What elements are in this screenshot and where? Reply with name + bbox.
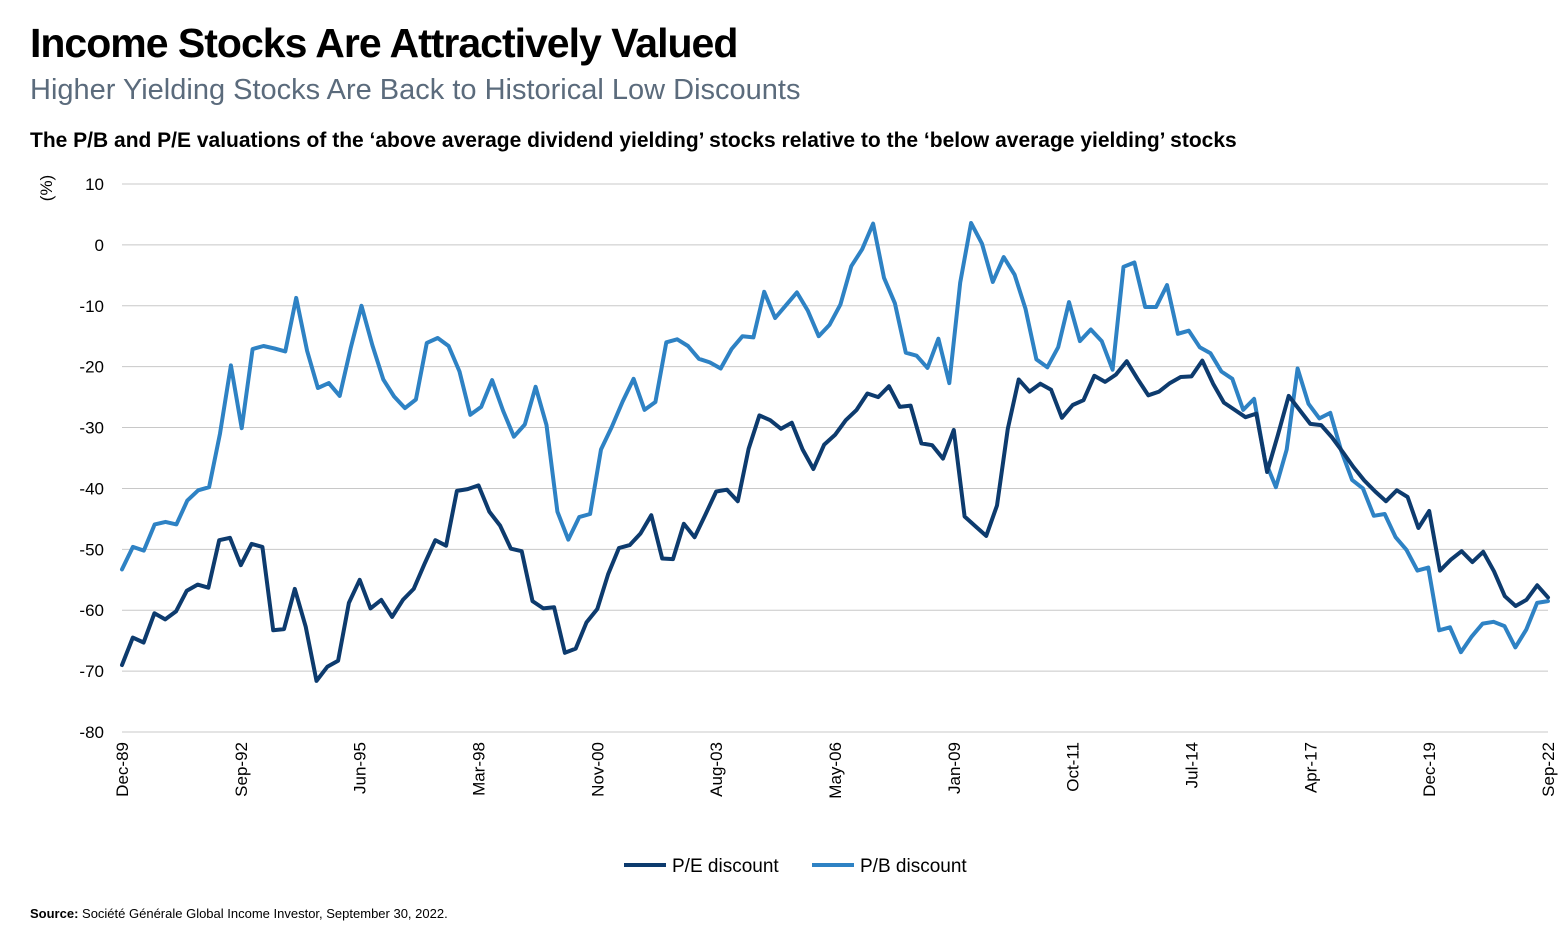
y-tick-label: -80 [79, 723, 104, 742]
x-tick-label: Jan-09 [945, 742, 964, 794]
series-line-pe-discount [120, 358, 1550, 683]
source-note: Source: Société Générale Global Income I… [30, 906, 448, 922]
y-tick-label: -50 [79, 540, 104, 559]
x-axis-ticks: Dec-89 Sep-92 Jun-95 Mar-98 Nov-00 Aug-03 May-… [113, 742, 1558, 799]
y-tick-label: 10 [85, 175, 104, 194]
source-label: Source: [30, 906, 79, 921]
chart-subtitle: Higher Yielding Stocks Are Back to Histo… [30, 74, 801, 106]
y-tick-label: -60 [79, 601, 104, 620]
source-text: Société Générale Global Income Investor,… [78, 906, 448, 921]
x-tick-label: Jul-14 [1183, 742, 1202, 788]
y-tick-label: -20 [79, 358, 104, 377]
x-tick-label: Dec-19 [1420, 742, 1439, 797]
y-axis-ticks: 10 0 -10 -20 -30 -40 -50 -60 -70 -80 [79, 175, 104, 742]
chart-title: Income Stocks Are Attractively Valued [30, 20, 738, 66]
legend-label-pb: P/B discount [860, 856, 967, 877]
grid-lines [122, 183, 1548, 733]
series-layer [120, 221, 1550, 683]
y-tick-label: -70 [79, 662, 104, 681]
x-tick-label: Aug-03 [707, 742, 726, 797]
x-tick-label: Jun-95 [351, 742, 370, 794]
y-tick-label: -30 [79, 419, 104, 438]
x-tick-label: Nov-00 [588, 742, 607, 797]
legend: P/E discount P/B discount [624, 856, 967, 877]
series-line-pb-discount [120, 221, 1550, 655]
x-tick-label: Mar-98 [470, 742, 489, 796]
y-tick-label: 0 [95, 236, 104, 255]
chart-caption: The P/B and P/E valuations of the ‘above… [30, 129, 1237, 152]
x-tick-label: Apr-17 [1301, 742, 1320, 793]
x-tick-label: Sep-92 [232, 742, 251, 797]
x-tick-label: Sep-22 [1539, 742, 1558, 797]
y-tick-label: -10 [79, 297, 104, 316]
x-tick-label: May-06 [826, 742, 845, 799]
legend-label-pe: P/E discount [672, 856, 779, 877]
y-axis-label: (%) [37, 175, 56, 201]
x-tick-label: Oct-11 [1064, 742, 1083, 792]
x-tick-label: Dec-89 [113, 742, 132, 797]
y-tick-label: -40 [79, 479, 104, 498]
